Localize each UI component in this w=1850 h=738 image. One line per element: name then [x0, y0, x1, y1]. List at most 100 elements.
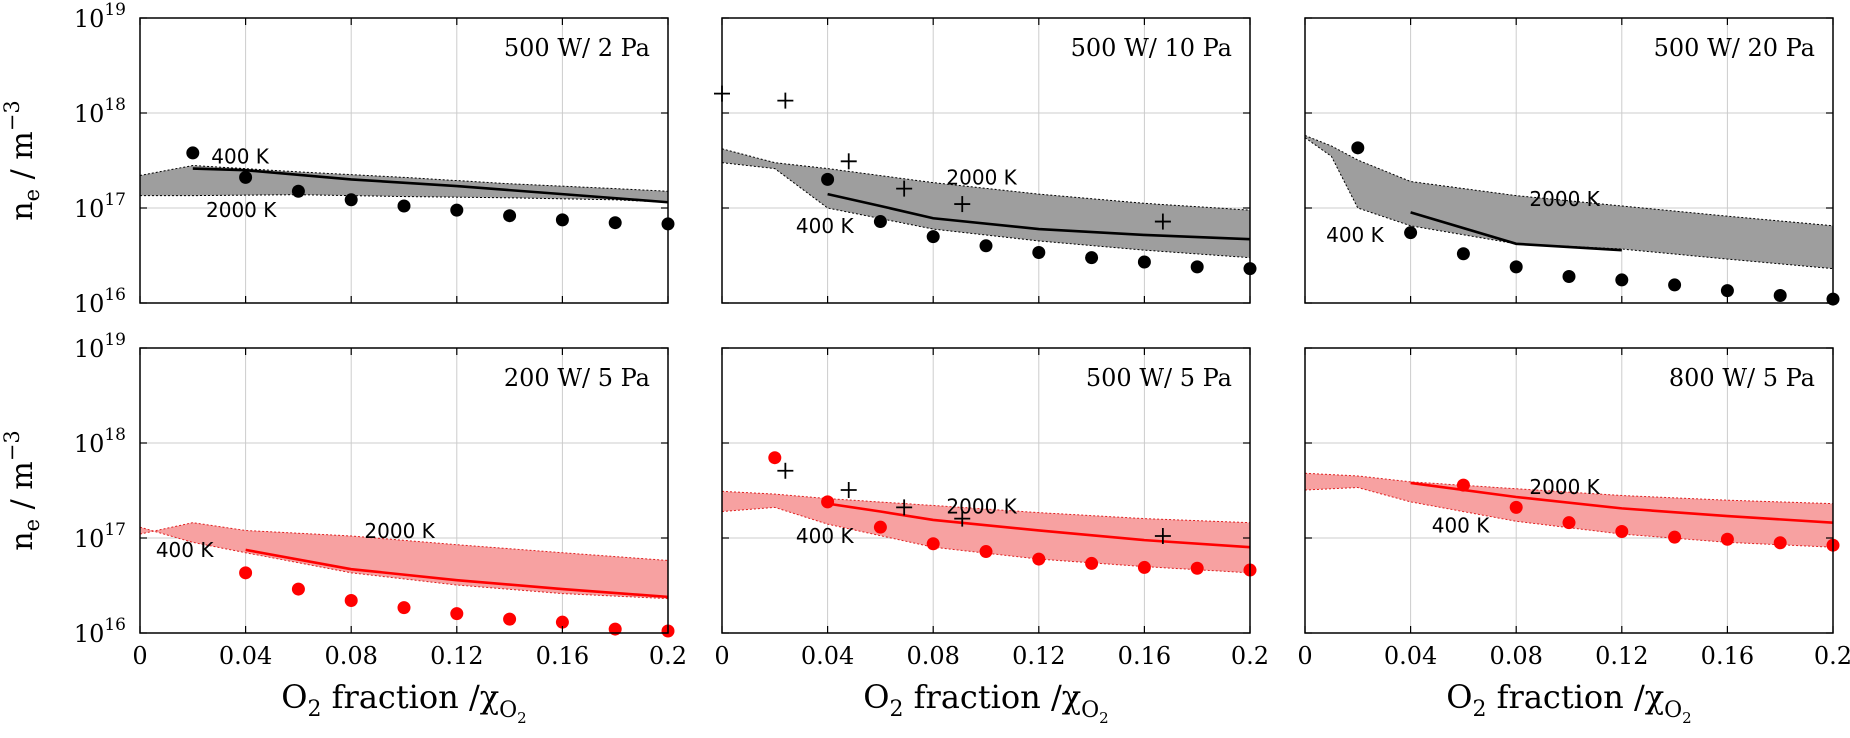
data-point-circle: [768, 451, 782, 465]
data-point-cross: [896, 499, 913, 516]
data-point-circle: [1456, 247, 1470, 261]
temperature-band: [722, 491, 1250, 573]
data-point-circle: [1668, 530, 1682, 544]
panel-1: 400 K 2000 K 500 W/ 2 Pa 1016 1017 1018 1019: [74, 0, 675, 318]
data-point-circle: [1615, 273, 1629, 287]
y-tick-label: 1017: [74, 520, 126, 553]
y-tick-label: 1018: [74, 95, 126, 128]
data-point-circle: [1085, 556, 1099, 570]
temperature-annotation: 2000 K: [1529, 187, 1600, 211]
x-tick-label: 0: [714, 642, 729, 670]
x-tick-label: 0.08: [1489, 642, 1542, 670]
axis-labels-group: ne / m−3 ne / m−3 O2 fraction /χO2 O2 fract…: [0, 100, 1692, 727]
panels-group: 400 K 2000 K 500 W/ 2 Pa 1016 1017 1018 1019 20…: [74, 0, 1850, 670]
data-point-circle: [555, 615, 569, 629]
panel-6: 2000 K 400 K 800 W/ 5 Pa 0 0.04 0.08 0.12 0.16 0…: [1297, 347, 1850, 670]
data-point-circle: [1404, 226, 1418, 240]
panel-4: 2000 K 400 K 200 W/ 5 Pa 0 0.04 0.08 0.12 0.16 0…: [74, 330, 687, 670]
data-point-circle: [1190, 260, 1204, 274]
data-point-circle: [450, 607, 464, 621]
band-edge-2000K: [721, 490, 1251, 524]
data-point-circle: [873, 520, 887, 534]
data-point-circle: [239, 170, 253, 184]
temperature-band: [140, 522, 668, 599]
data-point-circle: [873, 215, 887, 229]
model-line: [245, 548, 669, 599]
y-tick-label: 1017: [74, 190, 126, 223]
data-point-circle: [821, 172, 835, 186]
data-point-circle: [344, 593, 358, 607]
x-tick-label: 0.16: [1701, 642, 1754, 670]
panel-3: 2000 K 400 K 500 W/ 20 Pa: [1304, 17, 1840, 306]
model-line: [1410, 481, 1834, 524]
panel-title: 500 W/ 5 Pa: [1086, 364, 1232, 392]
temperature-annotation: 400 K: [211, 144, 270, 168]
panel-title: 500 W/ 2 Pa: [504, 34, 650, 62]
plot-frame: [721, 347, 1251, 634]
data-point-cross: [954, 510, 971, 527]
panel-2: 2000 K 400 K 500 W/ 10 Pa: [714, 17, 1257, 304]
panel-title: 800 W/ 5 Pa: [1669, 364, 1815, 392]
temperature-annotation: 400 K: [796, 214, 855, 238]
data-point-cross: [840, 482, 857, 499]
data-point-circle: [503, 612, 517, 626]
panel-title: 200 W/ 5 Pa: [504, 364, 650, 392]
band-edge-400K: [721, 162, 1251, 259]
y-tick-label: 1018: [74, 425, 126, 458]
data-point-circle: [555, 213, 569, 227]
data-point-circle: [1720, 284, 1734, 298]
plot-frame: [139, 17, 669, 304]
temperature-annotation: 400 K: [796, 524, 855, 548]
x-tick-label: 0.08: [324, 642, 377, 670]
data-point-circle: [926, 537, 940, 551]
data-point-circle: [1562, 516, 1576, 530]
temperature-annotation: 2000 K: [364, 519, 435, 543]
data-point-cross: [1154, 527, 1171, 544]
band-edge-2000K: [1304, 472, 1834, 505]
data-point-circle: [397, 601, 411, 615]
data-point-circle: [397, 199, 411, 213]
x-tick-label: 0.2: [1231, 642, 1269, 670]
x-tick-label: 0.16: [1118, 642, 1171, 670]
temperature-annotation: 2000 K: [1529, 475, 1600, 499]
data-point-circle: [1773, 536, 1787, 550]
data-point-cross: [777, 92, 794, 109]
data-point-circle: [239, 566, 253, 580]
y-axis-label: ne / m−3: [0, 430, 44, 550]
data-point-cross: [840, 153, 857, 170]
x-tick-label: 0.2: [1814, 642, 1850, 670]
x-tick-label: 0.12: [430, 642, 483, 670]
temperature-annotation: 400 K: [156, 538, 215, 562]
panel-5: 2000 K 400 K 500 W/ 5 Pa 0 0.04 0.08 0.12 0.16 0…: [714, 347, 1269, 670]
x-axis-label: O2 fraction /χO2: [281, 678, 526, 727]
data-point-circle: [344, 193, 358, 207]
data-point-circle: [1032, 552, 1046, 566]
data-point-circle: [291, 582, 305, 596]
data-point-circle: [1773, 288, 1787, 302]
temperature-annotation: 2000 K: [946, 165, 1017, 189]
y-tick-label: 1019: [74, 0, 126, 33]
model-line: [827, 192, 1251, 241]
x-tick-label: 0.16: [536, 642, 589, 670]
y-tick-label: 1019: [74, 330, 126, 363]
x-tick-label: 0.12: [1012, 642, 1065, 670]
data-point-circle: [1085, 251, 1099, 265]
x-axis-label: O2 fraction /χO2: [1446, 678, 1691, 727]
data-point-circle: [1720, 532, 1734, 546]
temperature-band: [722, 148, 1250, 258]
x-tick-label: 0.04: [219, 642, 272, 670]
panel-title: 500 W/ 10 Pa: [1071, 34, 1232, 62]
data-point-circle: [1032, 246, 1046, 260]
model-line: [192, 167, 669, 204]
x-tick-label: 0.04: [801, 642, 854, 670]
data-point-circle: [926, 230, 940, 244]
plot-frame: [139, 347, 669, 634]
band-edge-400K: [1304, 487, 1834, 548]
y-tick-label: 1016: [74, 285, 126, 318]
x-tick-label: 0: [1297, 642, 1312, 670]
plot-frame: [1304, 17, 1834, 304]
data-point-cross: [896, 180, 913, 197]
data-point-circle: [1456, 478, 1470, 492]
y-axis-label: ne / m−3: [0, 100, 44, 220]
